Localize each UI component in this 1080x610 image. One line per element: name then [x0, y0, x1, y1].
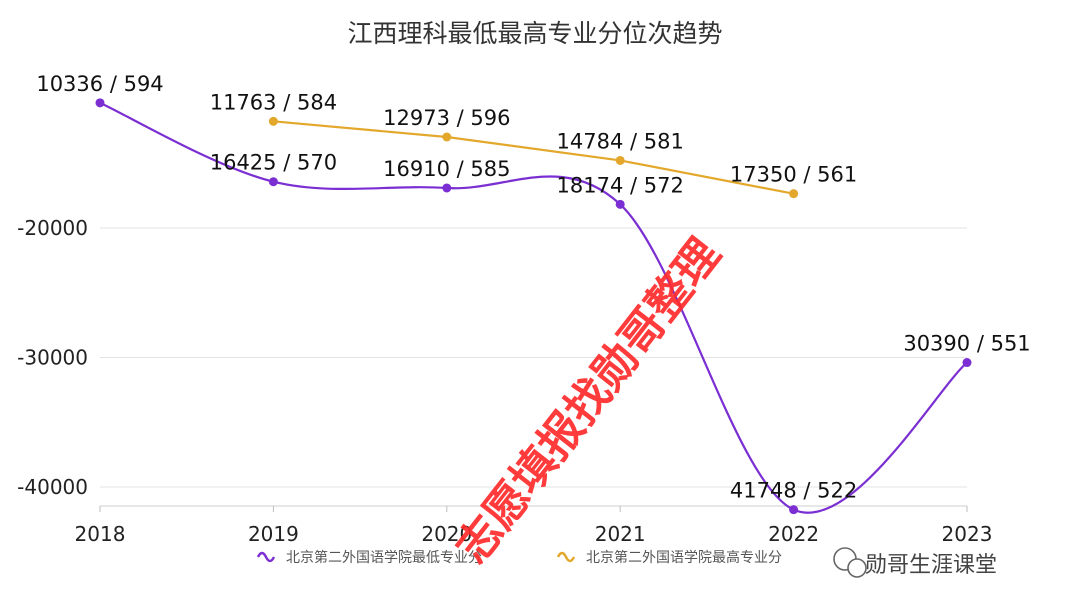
data-label: 12973 / 596 — [383, 106, 510, 130]
data-label-separator: / — [103, 72, 123, 96]
legend-item-0[interactable]: 北京第二外国语学院最低专业分 — [256, 549, 482, 566]
data-point — [268, 177, 278, 187]
data-label-score: 522 — [817, 479, 857, 503]
data-label-separator: / — [277, 90, 297, 114]
data-label-score: 584 — [297, 90, 337, 114]
data-point — [615, 155, 625, 165]
y-tick-label: -40000 — [17, 475, 88, 499]
data-point — [615, 199, 625, 209]
data-label-score: 551 — [991, 332, 1031, 356]
data-label-score: 585 — [470, 157, 510, 181]
watermark-text: 志愿填报找勋哥整理 — [447, 229, 731, 572]
legend-label: 北京第二外国语学院最低专业分 — [286, 549, 482, 566]
data-label: 16425 / 570 — [210, 151, 337, 175]
y-tick-label: -20000 — [17, 216, 88, 240]
data-point — [442, 183, 452, 193]
data-label-rank: 30390 — [903, 332, 970, 356]
data-label-rank: 11763 — [210, 90, 277, 114]
data-label-rank: 16425 — [210, 151, 277, 175]
data-label-separator: / — [623, 129, 643, 153]
watermark: 志愿填报找勋哥整理 — [447, 229, 731, 572]
data-label-score: 572 — [644, 173, 684, 197]
wechat-bubble-small — [847, 558, 867, 578]
wechat-icon — [833, 547, 867, 578]
data-label-rank: 12973 — [383, 106, 450, 130]
data-label-score: 581 — [644, 129, 684, 153]
brand-badge: 勋哥生涯课堂 — [833, 547, 997, 578]
x-tick-label: 2022 — [768, 522, 819, 546]
x-tick-label: 2023 — [942, 522, 993, 546]
data-label-rank: 17350 — [730, 163, 797, 187]
series-layer — [95, 98, 972, 515]
data-label-separator: / — [450, 106, 470, 130]
series-line-1 — [273, 120, 794, 195]
y-tick-label: -30000 — [17, 346, 88, 370]
data-label: 10336 / 594 — [36, 72, 163, 96]
x-axis: 2018 2019 2020 2021 2022 2023 — [75, 505, 993, 546]
data-label-separator: / — [970, 332, 990, 356]
y-axis: -20000 -30000 -40000 — [17, 216, 88, 499]
data-label: 16910 / 585 — [383, 157, 510, 181]
data-label-rank: 41748 — [730, 479, 797, 503]
x-tick-label: 2018 — [75, 522, 126, 546]
data-point — [789, 505, 799, 515]
data-label-score: 594 — [124, 72, 164, 96]
x-tick-label: 2021 — [595, 522, 646, 546]
data-point — [268, 116, 278, 126]
legend-item-1[interactable]: 北京第二外国语学院最高专业分 — [556, 549, 782, 566]
data-label-rank: 16910 — [383, 157, 450, 181]
data-label: 11763 / 584 — [210, 90, 337, 114]
legend-swatch — [256, 551, 276, 563]
legend[interactable]: 北京第二外国语学院最低专业分 北京第二外国语学院最高专业分 — [256, 549, 782, 566]
data-label: 30390 / 551 — [903, 332, 1030, 356]
data-label: 17350 / 561 — [730, 163, 857, 187]
brand-name: 勋哥生涯课堂 — [865, 553, 997, 578]
data-label-rank: 18174 — [557, 173, 624, 197]
data-label-separator: / — [623, 173, 643, 197]
legend-swatch — [556, 551, 576, 563]
data-label-score: 570 — [297, 151, 337, 175]
data-label-separator: / — [797, 163, 817, 187]
data-label-rank: 14784 — [557, 129, 624, 153]
data-point — [442, 132, 452, 142]
x-tick-label: 2020 — [421, 522, 472, 546]
chart-title: 江西理科最低最高专业分位次趋势 — [347, 19, 722, 48]
legend-label: 北京第二外国语学院最高专业分 — [586, 549, 782, 566]
data-label-separator: / — [797, 479, 817, 503]
data-label-separator: / — [450, 157, 470, 181]
data-label-score: 596 — [470, 106, 510, 130]
data-label: 18174 / 572 — [557, 173, 684, 197]
data-label: 14784 / 581 — [557, 129, 684, 153]
data-label-rank: 10336 — [36, 72, 103, 96]
x-tick-label: 2019 — [248, 522, 299, 546]
data-point — [95, 98, 105, 108]
data-point — [789, 189, 799, 199]
data-point — [962, 358, 972, 368]
data-label-score: 561 — [817, 163, 857, 187]
data-label-separator: / — [277, 151, 297, 175]
data-label: 41748 / 522 — [730, 479, 857, 503]
data-labels: 10336 / 594 16425 / 570 16910 / 585 18174 /… — [36, 72, 1030, 503]
grid — [100, 227, 967, 488]
